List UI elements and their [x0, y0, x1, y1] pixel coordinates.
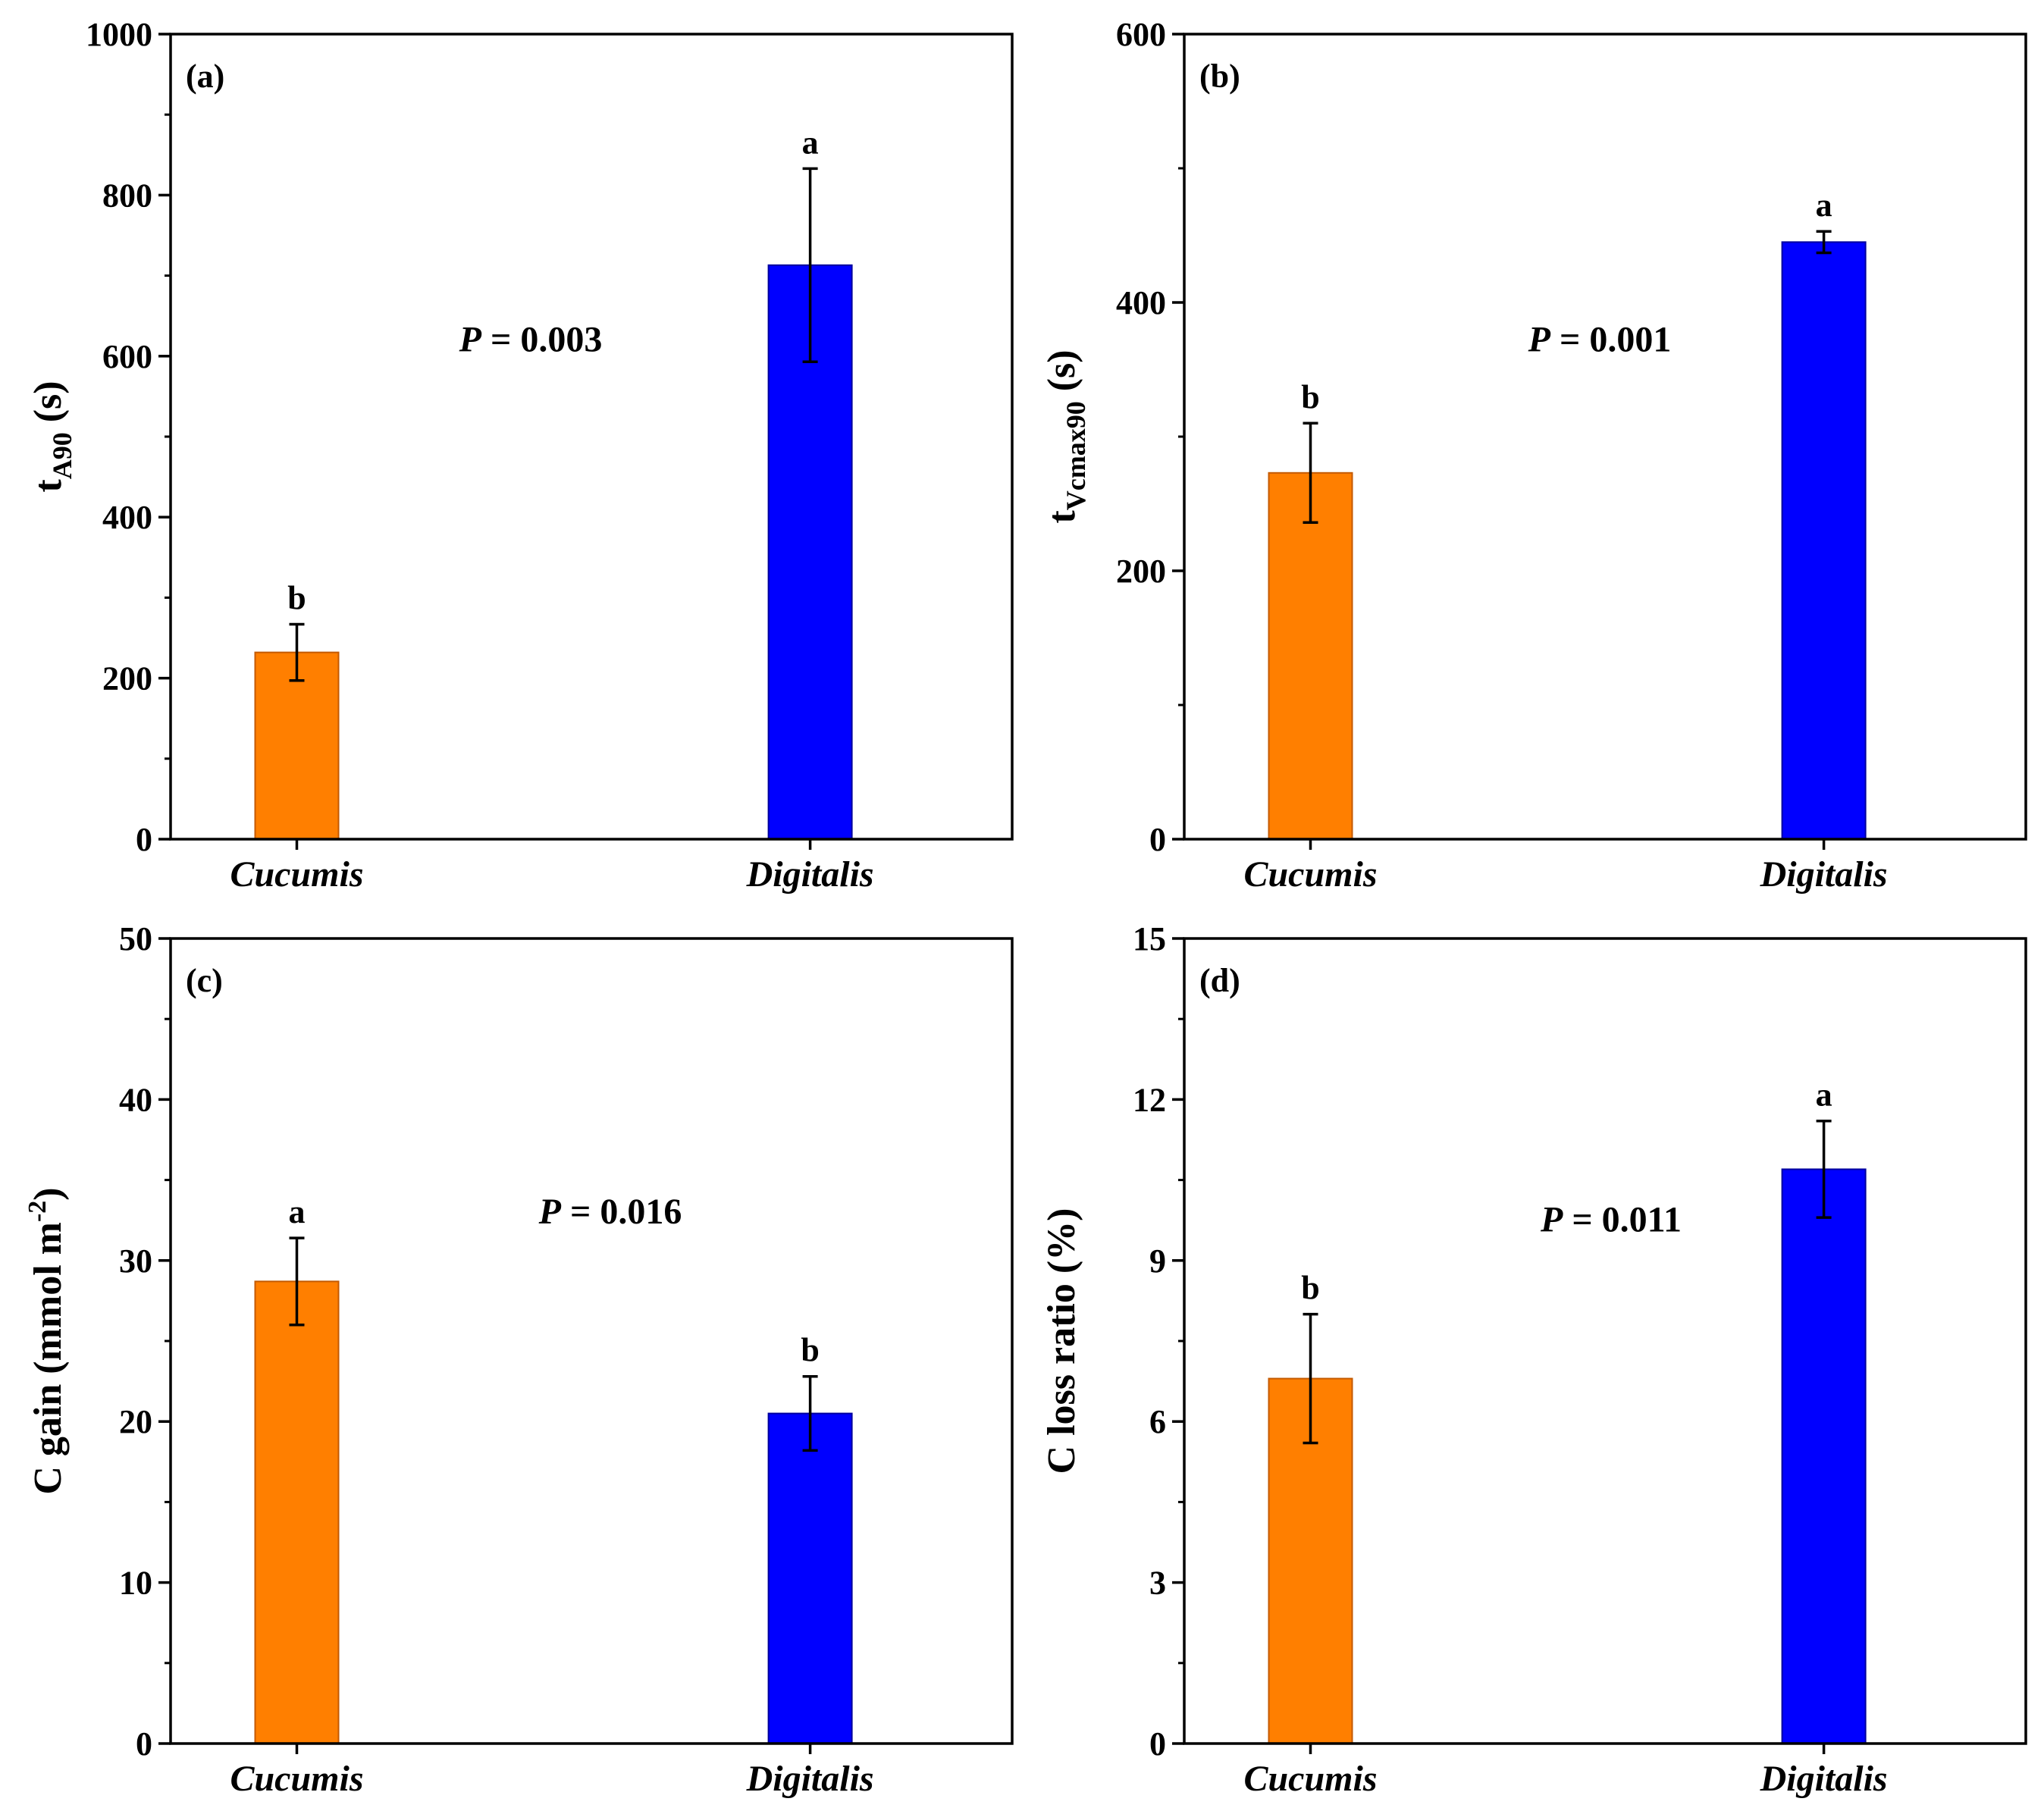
panel-label: (b): [1199, 58, 1240, 95]
chart-panel-1: b Cucumis a Digitalis 0 200 400 600 800 1000 (a) P …: [27, 16, 1014, 895]
y-axis-title: C gain (mmol m-2): [24, 1187, 70, 1494]
y-tick-label: 40: [119, 1081, 152, 1118]
x-tick-label: Cucumis: [230, 1759, 363, 1799]
p-value-text: = 0.016: [561, 1192, 682, 1232]
p-value-text: = 0.001: [1550, 320, 1671, 360]
y-axis-title-main: t: [27, 479, 70, 493]
y-tick-label: 0: [1149, 1725, 1166, 1762]
p-value-annotation: P = 0.011: [1540, 1200, 1682, 1240]
bar-cucumis: [1268, 472, 1353, 840]
y-axis-title-close: ): [27, 1187, 70, 1200]
y-axis-title-subscript: A90: [47, 432, 77, 479]
y-tick-label: 600: [1116, 16, 1166, 53]
panel-label: (a): [186, 58, 224, 95]
x-tick-label: Cucumis: [1243, 1759, 1377, 1799]
bar-cucumis: [254, 651, 340, 841]
significance-letter: a: [289, 1193, 306, 1230]
y-tick-label: 1000: [86, 16, 152, 53]
significance-letter: a: [1816, 1076, 1832, 1114]
significance-letter: b: [1301, 1270, 1319, 1307]
y-tick-label: 200: [1116, 553, 1166, 590]
p-value-annotation: P = 0.001: [1528, 320, 1672, 360]
significance-letter: b: [1301, 378, 1319, 415]
x-tick-label: Digitalis: [1760, 854, 1888, 895]
p-value-text: = 0.003: [481, 320, 602, 360]
x-tick-label: Digitalis: [746, 1759, 874, 1799]
panel-label: (c): [186, 962, 223, 999]
y-tick-label: 50: [119, 920, 152, 957]
p-value-symbol: P: [1540, 1200, 1563, 1240]
bar-digitalis: [1781, 1168, 1867, 1744]
y-axis-title-unit: (s): [27, 381, 70, 432]
y-tick-label: 400: [102, 499, 152, 536]
p-value-text: = 0.011: [1563, 1200, 1682, 1240]
y-tick-label: 9: [1149, 1242, 1166, 1280]
y-axis-title: C loss ratio (%): [1040, 1208, 1083, 1474]
y-axis-title-main: C gain (mmol m: [27, 1222, 70, 1495]
significance-letter: a: [1816, 186, 1832, 224]
significance-letter: b: [801, 1332, 819, 1369]
x-tick-label: Digitalis: [1760, 1759, 1888, 1799]
x-tick-label: Cucumis: [230, 854, 363, 895]
significance-letter: a: [802, 124, 819, 161]
y-tick-label: 400: [1116, 284, 1166, 321]
y-axis-title: tVcmax90 (s): [1040, 349, 1091, 523]
bar-cucumis: [254, 1280, 340, 1744]
y-tick-label: 800: [102, 177, 152, 214]
x-tick-label: Digitalis: [746, 854, 874, 895]
y-tick-label: 0: [1149, 821, 1166, 858]
bar-digitalis: [767, 1412, 853, 1744]
p-value-symbol: P: [1528, 320, 1551, 360]
y-axis-title-subscript: Vcmax90: [1061, 401, 1091, 510]
panel-label: (d): [1199, 962, 1240, 999]
bar-digitalis: [1781, 241, 1867, 841]
chart-panel-2: b Cucumis a Digitalis 0 200 400 600 (b) P = 0.001…: [1040, 16, 2027, 895]
p-value-symbol: P: [459, 320, 482, 360]
y-tick-label: 0: [136, 1725, 152, 1762]
y-tick-label: 10: [119, 1565, 152, 1602]
y-tick-label: 0: [136, 821, 152, 858]
y-tick-label: 200: [102, 660, 152, 697]
y-axis-title-superscript: -2: [24, 1201, 52, 1222]
y-tick-label: 20: [119, 1403, 152, 1440]
y-axis-title: tA90 (s): [27, 381, 77, 492]
y-tick-label: 600: [102, 338, 152, 375]
y-axis-title-main: t: [1040, 510, 1083, 524]
y-tick-label: 30: [119, 1242, 152, 1280]
chart-panel-3: a Cucumis b Digitalis 0 10 20 30 40 50 (c) P = 0.01…: [24, 920, 1014, 1799]
y-tick-label: 3: [1149, 1565, 1166, 1602]
y-axis-title-main: C loss ratio (%): [1040, 1208, 1083, 1474]
chart-panel-4: b Cucumis a Digitalis 0 3 6 9 12 15 (d) P = 0.011 C …: [1040, 920, 2027, 1799]
p-value-annotation: P = 0.016: [538, 1192, 682, 1232]
x-tick-label: Cucumis: [1243, 854, 1377, 895]
p-value-annotation: P = 0.003: [459, 320, 603, 360]
p-value-symbol: P: [538, 1192, 562, 1232]
significance-letter: b: [287, 579, 306, 616]
y-tick-label: 15: [1133, 920, 1166, 957]
y-tick-label: 6: [1149, 1403, 1166, 1440]
y-axis-title-unit: (s): [1040, 349, 1083, 401]
y-tick-label: 12: [1133, 1081, 1166, 1118]
